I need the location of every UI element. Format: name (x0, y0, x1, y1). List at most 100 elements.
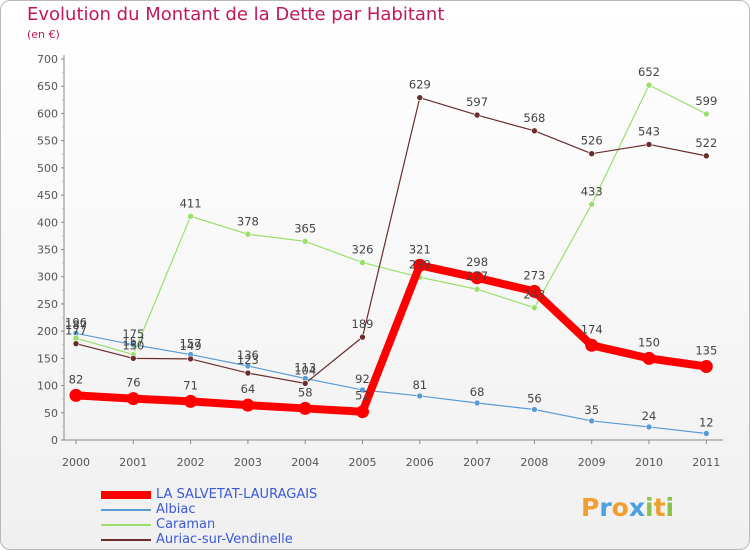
data-point-albiac (645, 423, 653, 431)
data-label-la-salvetat-lauragais: 76 (126, 376, 141, 390)
data-point-caraman (359, 259, 366, 266)
y-tick-label: 300 (37, 271, 58, 284)
legend-swatch-caraman (101, 523, 151, 526)
data-label-la-salvetat-lauragais: 135 (695, 344, 717, 358)
data-label-la-salvetat-lauragais: 71 (183, 378, 198, 392)
data-label-auriac-sur-vendinelle: 597 (466, 95, 488, 109)
x-tick-label: 2006 (406, 456, 434, 469)
data-point-albiac (416, 392, 424, 400)
x-tick-label: 2005 (349, 456, 377, 469)
data-label-la-salvetat-lauragais: 150 (638, 335, 660, 349)
data-label-albiac: 157 (180, 337, 202, 351)
data-point-la-salvetat-lauragais (126, 392, 140, 406)
data-point-la-salvetat-lauragais (585, 338, 599, 352)
data-label-la-salvetat-lauragais: 82 (69, 372, 84, 386)
x-tick-label: 2007 (463, 456, 491, 469)
y-tick-label: 250 (37, 298, 58, 311)
data-label-la-salvetat-lauragais: 273 (523, 268, 545, 282)
data-label-la-salvetat-lauragais: 58 (298, 385, 313, 399)
x-tick-label: 2010 (635, 456, 663, 469)
legend-swatch-albiac (101, 508, 151, 511)
data-label-caraman: 326 (352, 243, 374, 257)
data-point-caraman (187, 212, 194, 220)
series-line-la-salvetat-lauragais (72, 261, 711, 416)
y-tick-label: 100 (37, 380, 58, 393)
data-point-auriac-sur-vendinelle (702, 152, 710, 160)
data-label-albiac: 35 (584, 403, 599, 417)
data-label-albiac: 196 (65, 315, 87, 329)
data-label-la-salvetat-lauragais: 174 (581, 322, 603, 336)
x-tick-label: 2011 (692, 456, 720, 469)
legend-swatch-la-salvetat-lauragais (101, 490, 151, 499)
data-point-auriac-sur-vendinelle (473, 111, 481, 119)
data-point-auriac-sur-vendinelle (301, 380, 309, 387)
data-label-albiac: 92 (355, 372, 370, 386)
data-point-auriac-sur-vendinelle (72, 340, 80, 347)
data-point-la-salvetat-lauragais (413, 258, 427, 272)
data-point-auriac-sur-vendinelle (130, 355, 137, 362)
legend-item-la-salvetat-lauragais: LA SALVETAT-LAURAGAIS (101, 487, 317, 502)
data-label-la-salvetat-lauragais: 321 (409, 242, 431, 256)
data-label-la-salvetat-lauragais: 52 (355, 389, 370, 403)
data-label-auriac-sur-vendinelle: 123 (237, 353, 259, 367)
x-tick-label: 2001 (119, 456, 147, 469)
data-label-caraman: 599 (695, 94, 717, 108)
data-point-caraman (702, 110, 710, 118)
data-label-caraman: 277 (466, 269, 488, 283)
data-label-auriac-sur-vendinelle: 150 (122, 338, 144, 352)
brand-logo-letter: x (628, 493, 645, 522)
brand-logo-letter: r (599, 493, 612, 522)
data-point-la-salvetat-lauragais (527, 284, 541, 298)
data-point-la-salvetat-lauragais (699, 360, 713, 374)
data-label-albiac: 56 (527, 392, 542, 406)
data-point-albiac (244, 362, 252, 370)
data-point-la-salvetat-lauragais (69, 388, 83, 402)
data-label-caraman: 433 (581, 184, 603, 198)
x-tick-label: 2004 (291, 456, 319, 469)
data-label-albiac: 12 (699, 415, 714, 429)
legend-swatch-auriac-sur-vendinelle (101, 538, 151, 541)
data-point-auriac-sur-vendinelle (187, 355, 194, 363)
data-point-albiac (359, 386, 366, 394)
data-label-auriac-sur-vendinelle: 149 (180, 339, 202, 353)
data-point-auriac-sur-vendinelle (244, 369, 252, 377)
series-line-caraman (75, 84, 707, 356)
brand-logo-letter: o (611, 493, 629, 522)
data-point-albiac (588, 417, 596, 425)
x-tick-label: 2003 (234, 456, 262, 469)
legend-label-auriac-sur-vendinelle: Auriac-sur-Vendinelle (156, 532, 293, 547)
data-point-albiac (531, 406, 538, 413)
data-label-auriac-sur-vendinelle: 568 (523, 111, 545, 125)
brand-logo-letter: t (653, 493, 666, 522)
x-tick-label: 2002 (177, 456, 205, 469)
data-point-albiac (130, 341, 137, 349)
data-point-caraman (473, 285, 481, 293)
data-label-auriac-sur-vendinelle: 104 (294, 363, 316, 377)
data-label-auriac-sur-vendinelle: 189 (352, 317, 374, 331)
chart-subtitle: (en €) (27, 28, 60, 41)
legend-label-la-salvetat-lauragais: LA SALVETAT-LAURAGAIS (156, 487, 318, 502)
data-label-caraman: 365 (294, 221, 316, 235)
legend-label-caraman: Caraman (156, 517, 216, 532)
legend: LA SALVETAT-LAURAGAIS Albiac Caraman Aur… (101, 487, 317, 547)
data-label-caraman: 243 (523, 288, 545, 302)
data-point-la-salvetat-lauragais (470, 271, 484, 285)
y-tick-label: 200 (37, 325, 58, 338)
data-label-albiac: 68 (470, 385, 485, 399)
data-label-la-salvetat-lauragais: 64 (241, 382, 256, 396)
data-label-auriac-sur-vendinelle: 526 (581, 134, 603, 148)
x-tick-label: 2009 (578, 456, 606, 469)
y-tick-label: 150 (37, 352, 58, 365)
series-line-auriac-sur-vendinelle (75, 97, 707, 384)
legend-label-albiac: Albiac (156, 502, 196, 517)
data-point-caraman (301, 238, 309, 245)
data-label-auriac-sur-vendinelle: 177 (65, 324, 87, 338)
data-point-auriac-sur-vendinelle (645, 141, 653, 148)
data-point-la-salvetat-lauragais (184, 394, 198, 408)
brand-logo: Proxiti (581, 493, 674, 522)
data-point-la-salvetat-lauragais (356, 405, 369, 419)
brand-logo-letter: P (581, 493, 600, 522)
data-point-auriac-sur-vendinelle (531, 127, 538, 135)
data-point-auriac-sur-vendinelle (588, 150, 596, 158)
